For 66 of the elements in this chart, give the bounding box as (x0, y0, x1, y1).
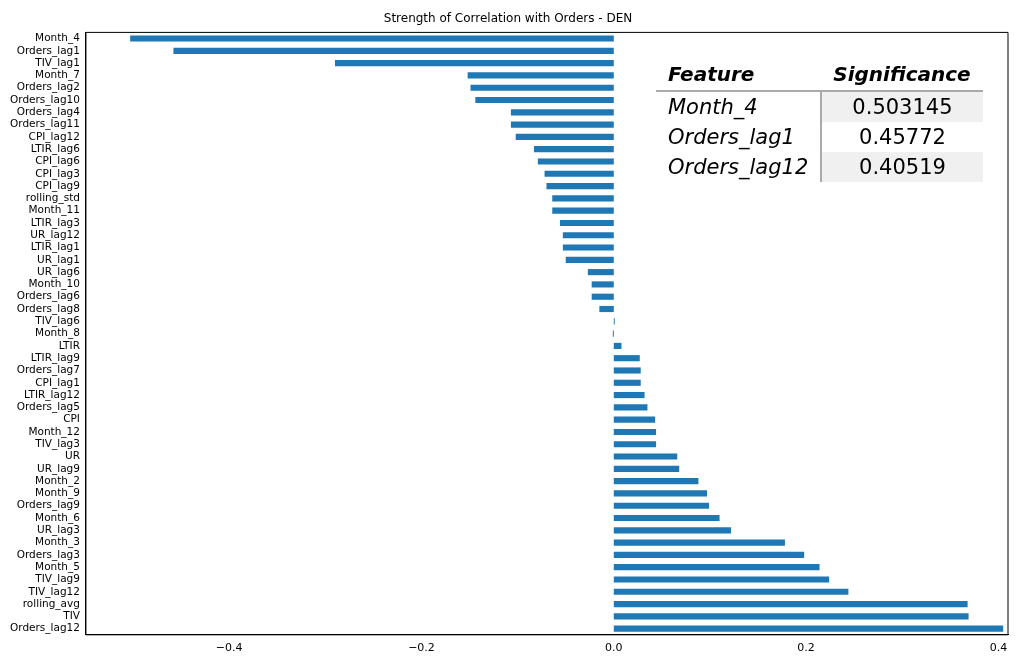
table-cell: 0.503145 (821, 91, 983, 122)
y-tick-label: LTIR_lag1 (30, 240, 80, 254)
y-tick-label: Orders_lag4 (16, 105, 81, 119)
table-row: Month_4 0.503145 (656, 91, 983, 122)
y-tick-label: rolling_avg (22, 596, 80, 610)
y-tick-label: CPI (63, 412, 80, 425)
x-tick-label: −0.4 (215, 641, 243, 655)
y-tick-label: CPI_lag3 (35, 166, 80, 180)
y-tick-label: Month_4 (35, 31, 81, 45)
y-tick-label: Orders_lag3 (16, 547, 80, 561)
y-tick-label: Orders_lag12 (10, 621, 80, 635)
y-tick-label: LTIR_lag6 (30, 141, 81, 155)
x-tick-label: 0.2 (797, 641, 815, 655)
y-tick-label: Month_8 (35, 326, 80, 340)
y-tick-label: Orders_lag11 (10, 117, 80, 131)
y-tick-label: TIV (62, 609, 81, 622)
y-tick-label: Month_6 (35, 510, 81, 524)
y-tick-label: Month_12 (28, 424, 80, 438)
y-tick-label: Orders_lag5 (16, 400, 80, 414)
x-tick-label: 0.0 (605, 641, 623, 655)
y-tick-label: Month_2 (35, 473, 80, 487)
y-tick-label: CPI_lag12 (28, 129, 80, 143)
y-tick-label: Orders_lag8 (16, 301, 80, 315)
y-tick-label: Orders_lag1 (16, 43, 80, 57)
y-tick-label: UR_lag3 (37, 523, 80, 537)
y-tick-label: Month_3 (35, 535, 80, 549)
y-tick-label: CPI_lag1 (35, 375, 80, 389)
table-row: Orders_lag12 0.40519 (656, 152, 983, 182)
y-tick-label: Month_9 (35, 486, 80, 500)
y-tick-label: Orders_lag6 (16, 289, 81, 303)
y-tick-label: TIV_lag9 (34, 572, 80, 586)
y-tick-label: Month_11 (28, 203, 80, 217)
y-tick-label: UR_lag6 (37, 264, 81, 278)
y-tick-label: LTIR_lag12 (24, 387, 80, 401)
y-tick-label: LTIR_lag9 (30, 350, 80, 364)
y-tick-label: LTIR (58, 338, 80, 351)
table-row: Orders_lag1 0.45772 (656, 122, 983, 152)
y-tick-label: TIV_lag1 (34, 55, 80, 69)
y-tick-label: UR_lag12 (30, 227, 80, 241)
y-tick-label: Month_10 (28, 277, 80, 291)
y-tick-label: CPI_lag9 (35, 178, 80, 192)
y-tick-label: Orders_lag7 (16, 363, 80, 377)
chart-title: Strength of Correlation with Orders - DEN (383, 11, 633, 26)
y-tick-label: UR_lag9 (37, 461, 80, 475)
y-tick-label: Month_7 (35, 68, 80, 82)
annotation: Significance (821, 58, 983, 91)
table-cell: 0.40519 (821, 152, 983, 182)
y-tick-label: TIV_lag3 (34, 436, 80, 450)
y-tick-label: CPI_lag6 (35, 154, 81, 168)
annotation: Feature (656, 58, 822, 91)
y-tick-label: UR (64, 449, 80, 462)
y-tick-label: Orders_lag10 (10, 92, 80, 106)
y-tick-label: LTIR_lag3 (30, 215, 80, 229)
y-tick-label: UR_lag1 (37, 252, 80, 266)
annotation: Month_4 (656, 91, 822, 122)
y-tick-label: Orders_lag9 (16, 498, 80, 512)
y-tick-label: Month_5 (35, 559, 80, 573)
y-tick-label: Orders_lag2 (16, 80, 80, 94)
table-cell: 0.45772 (821, 122, 983, 152)
y-tick-label: TIV_lag12 (27, 584, 80, 598)
y-tick-label: rolling_std (25, 191, 80, 205)
y-tick-label: TIV_lag6 (34, 314, 81, 328)
annotation: Orders_lag1 (656, 122, 822, 152)
annotation: Orders_lag12 (656, 152, 822, 182)
x-tick-label: −0.2 (408, 641, 435, 655)
x-tick-label: 0.4 (989, 641, 1008, 655)
